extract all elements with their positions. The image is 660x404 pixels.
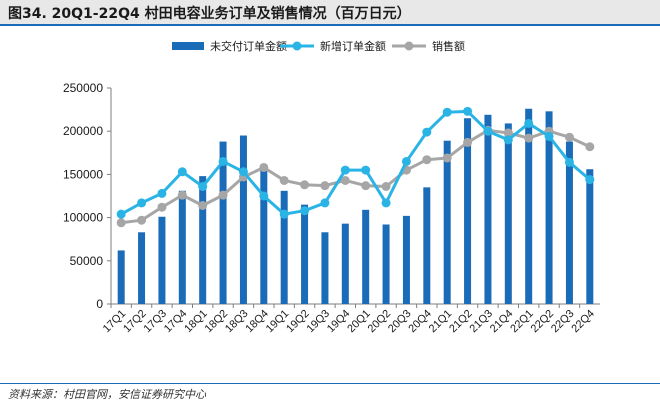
x-tick-label: 22Q4 bbox=[569, 308, 597, 336]
series-point bbox=[259, 162, 269, 172]
series-point bbox=[422, 155, 432, 165]
bar bbox=[382, 224, 390, 304]
series-point bbox=[198, 181, 208, 191]
bar bbox=[525, 108, 533, 305]
series-point bbox=[340, 175, 350, 185]
series-point bbox=[137, 198, 147, 208]
y-tick-label: 150000 bbox=[63, 167, 103, 181]
series-point bbox=[320, 198, 330, 208]
series-point bbox=[279, 209, 289, 219]
series-point bbox=[137, 215, 147, 225]
series-point bbox=[218, 156, 228, 166]
bar bbox=[301, 204, 309, 304]
legend-swatch-marker bbox=[292, 41, 302, 51]
series-point bbox=[361, 181, 371, 191]
legend-label: 未交付订单金额 bbox=[210, 39, 287, 53]
legend-label: 销售额 bbox=[432, 39, 465, 53]
bar bbox=[178, 190, 186, 304]
bar bbox=[117, 250, 125, 304]
series-point bbox=[218, 190, 228, 200]
bar bbox=[239, 135, 247, 304]
series-point bbox=[442, 153, 452, 163]
bar bbox=[402, 215, 410, 304]
bar bbox=[565, 141, 573, 304]
source-note: 资料来源：村田官网，安信证券研究中心 bbox=[8, 388, 206, 401]
series-point bbox=[503, 135, 513, 145]
y-tick-label: 200000 bbox=[63, 124, 103, 138]
bar bbox=[443, 140, 451, 304]
source-divider bbox=[0, 383, 660, 384]
bar bbox=[341, 223, 349, 304]
series-point bbox=[483, 126, 493, 136]
series-point bbox=[198, 201, 208, 211]
y-tick-label: 50000 bbox=[70, 254, 104, 268]
bar bbox=[199, 176, 207, 304]
series-point bbox=[463, 137, 473, 147]
series-point bbox=[524, 133, 534, 143]
bar bbox=[484, 114, 492, 304]
bar bbox=[219, 141, 227, 304]
chart: 05000010000015000020000025000017Q117Q217… bbox=[63, 39, 600, 336]
series-point bbox=[361, 165, 371, 175]
bar bbox=[545, 111, 553, 304]
legend-label: 新增订单金额 bbox=[320, 39, 386, 53]
y-tick-label: 0 bbox=[96, 297, 103, 311]
legend-swatch-marker bbox=[404, 41, 414, 51]
series-point bbox=[564, 157, 574, 167]
y-tick-label: 100000 bbox=[63, 211, 103, 225]
bar bbox=[423, 187, 431, 304]
series-point bbox=[381, 198, 391, 208]
series-point bbox=[116, 209, 126, 219]
title-bar: 图34. 20Q1-22Q4 村田电容业务订单及销售情况（百万日元） bbox=[0, 0, 660, 26]
series-point bbox=[585, 175, 595, 185]
series-point bbox=[157, 202, 167, 212]
series-point bbox=[442, 107, 452, 117]
series-point bbox=[300, 206, 310, 216]
series-point bbox=[503, 128, 513, 138]
series-point bbox=[544, 131, 554, 141]
series-point bbox=[157, 188, 167, 198]
bar bbox=[464, 118, 472, 305]
series-point bbox=[401, 156, 411, 166]
series-point bbox=[177, 167, 187, 177]
series-point bbox=[524, 118, 534, 128]
series-point bbox=[300, 180, 310, 190]
series-point bbox=[279, 175, 289, 185]
bar bbox=[321, 232, 329, 304]
series-point bbox=[116, 218, 126, 228]
bar bbox=[138, 232, 146, 304]
series-point bbox=[320, 181, 330, 191]
series-point bbox=[340, 165, 350, 175]
series-point bbox=[381, 181, 391, 191]
chart-title: 图34. 20Q1-22Q4 村田电容业务订单及销售情况（百万日元） bbox=[8, 6, 411, 22]
y-tick-label: 250000 bbox=[63, 81, 103, 95]
series-point bbox=[463, 106, 473, 116]
series-point bbox=[585, 142, 595, 152]
bar bbox=[280, 190, 288, 304]
series-point bbox=[564, 132, 574, 142]
legend-swatch bbox=[172, 42, 204, 50]
bar bbox=[586, 169, 594, 304]
bar bbox=[362, 209, 370, 304]
bar bbox=[260, 170, 268, 304]
bar bbox=[158, 216, 166, 304]
series-point bbox=[238, 167, 248, 177]
series-point bbox=[177, 190, 187, 200]
series-line bbox=[120, 128, 591, 225]
series-point bbox=[259, 191, 269, 201]
series-point bbox=[422, 127, 432, 137]
bar bbox=[504, 123, 512, 304]
